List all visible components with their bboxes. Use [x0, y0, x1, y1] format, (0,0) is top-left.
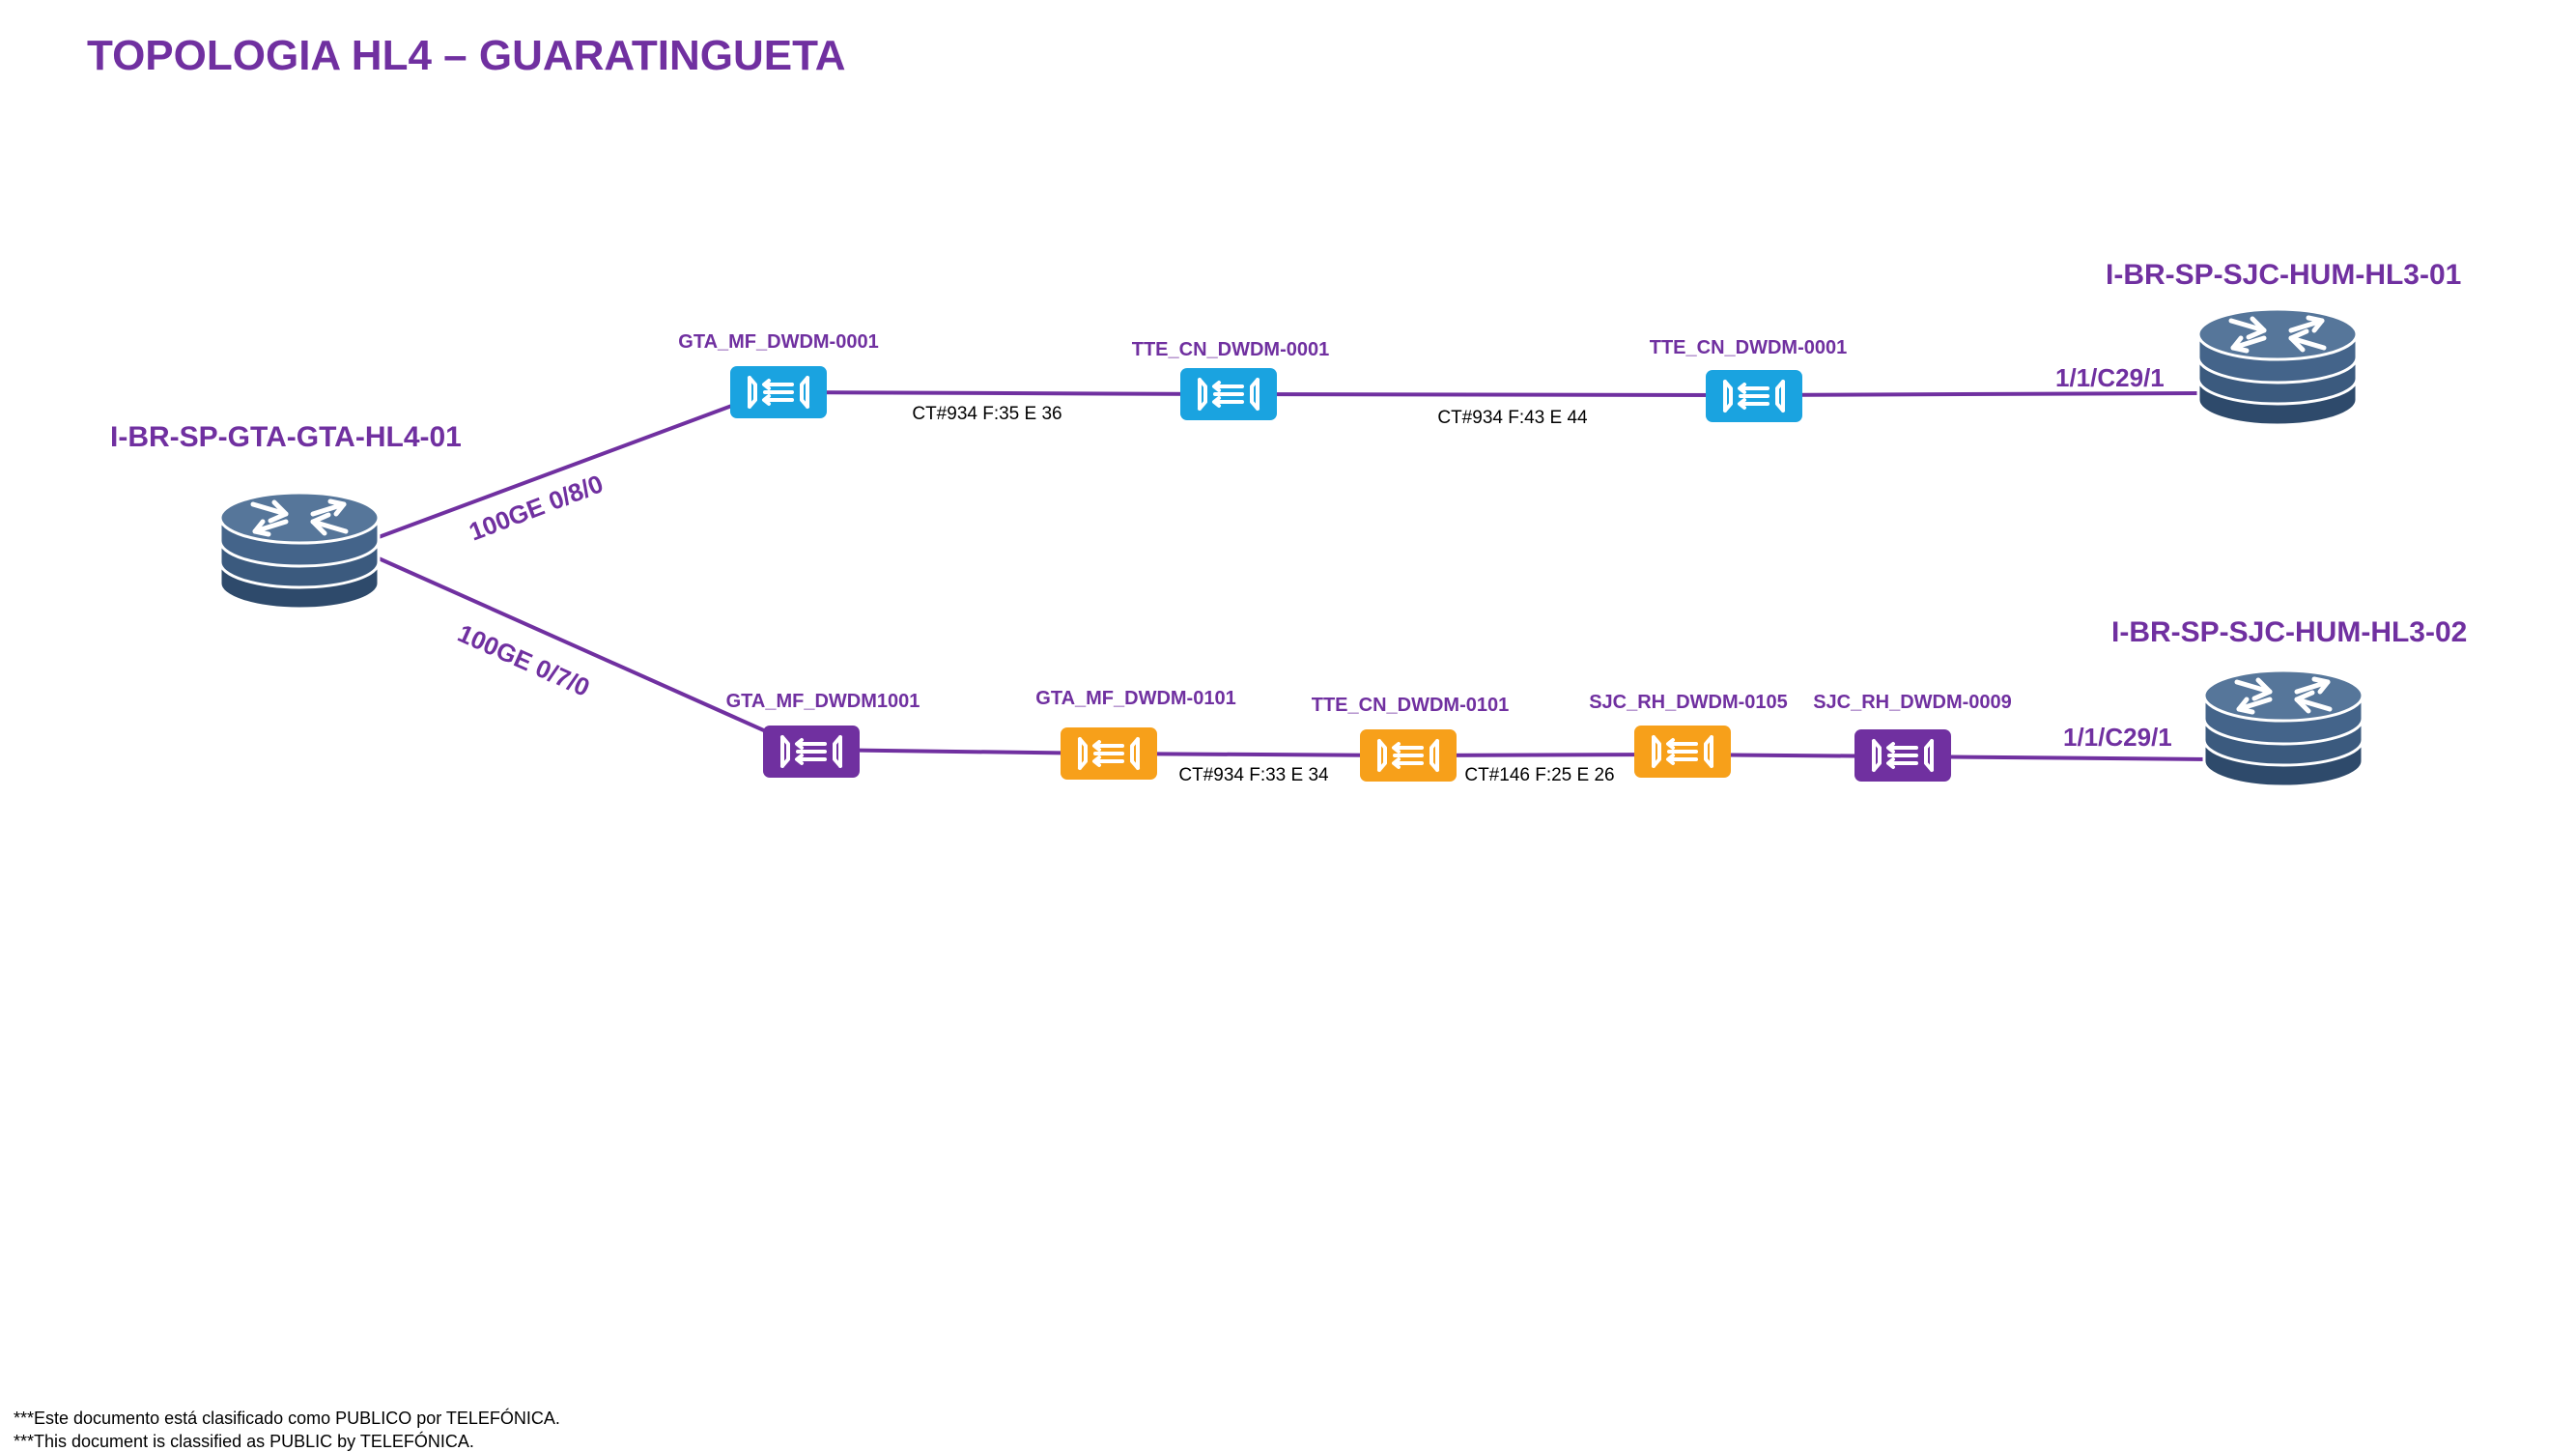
dwdm-node-top-1[interactable]: GTA_MF_DWDM-0001 — [678, 331, 879, 420]
dwdm-node-label: TTE_CN_DWDM-0001 — [1132, 339, 1329, 360]
dwdm-icon — [728, 364, 829, 420]
page-title: TOPOLOGIA HL4 – GUARATINGUETA — [87, 32, 846, 79]
router-icon — [2204, 670, 2363, 786]
port-label-top-right: 1/1/C29/1 — [2055, 363, 2165, 392]
link-label-top-1: CT#934 F:35 E 36 — [912, 404, 1062, 424]
dwdm-icon — [1853, 727, 1953, 783]
dwdm-icon — [1358, 727, 1458, 783]
router-icon — [2198, 309, 2357, 425]
dwdm-node-bottom-2[interactable]: GTA_MF_DWDM-0101 — [1035, 688, 1236, 782]
dwdm-node-label: GTA_MF_DWDM-0001 — [678, 331, 878, 353]
link-line-bottom-5 — [1902, 754, 2213, 761]
dwdm-icon — [1704, 368, 1804, 424]
dwdm-node-label: TTE_CN_DWDM-0101 — [1312, 695, 1509, 716]
footer-classification-es: ***Este documento está clasificado como … — [14, 1409, 560, 1428]
port-label-bottom-right: 1/1/C29/1 — [2063, 723, 2172, 752]
router-icon — [220, 493, 379, 609]
dwdm-icon — [1632, 724, 1733, 780]
link-label-bottom-2: CT#146 F:25 E 26 — [1464, 765, 1614, 785]
router-sjc-hl3-02-label: I-BR-SP-SJC-HUM-HL3-02 — [2111, 616, 2467, 648]
dwdm-node-label: TTE_CN_DWDM-0001 — [1650, 337, 1847, 358]
dwdm-icon — [1059, 726, 1159, 782]
router-gta-label: I-BR-SP-GTA-GTA-HL4-01 — [110, 421, 462, 453]
router-sjc-hl3-02[interactable]: I-BR-SP-SJC-HUM-HL3-02 — [2111, 616, 2467, 786]
dwdm-node-bottom-3[interactable]: TTE_CN_DWDM-0101 — [1312, 695, 1509, 783]
router-sjc-hl3-01[interactable]: I-BR-SP-SJC-HUM-HL3-01 — [2106, 259, 2461, 425]
dwdm-icon — [1178, 366, 1279, 422]
link-line-bottom-1 — [810, 748, 1107, 755]
link-label-bottom-1: CT#934 F:33 E 34 — [1178, 765, 1329, 785]
router-gta[interactable]: I-BR-SP-GTA-GTA-HL4-01 — [110, 421, 462, 609]
dwdm-node-bottom-5[interactable]: SJC_RH_DWDM-0009 — [1813, 692, 2012, 783]
link-line-top-3 — [1747, 391, 2203, 397]
router-sjc-hl3-01-label: I-BR-SP-SJC-HUM-HL3-01 — [2106, 259, 2461, 291]
dwdm-node-label: SJC_RH_DWDM-0009 — [1813, 692, 2012, 713]
footer-classification-en: ***This document is classified as PUBLIC… — [14, 1432, 474, 1451]
dwdm-node-bottom-1[interactable]: GTA_MF_DWDM1001 — [726, 691, 920, 780]
dwdm-node-label: SJC_RH_DWDM-0105 — [1589, 692, 1788, 713]
link-line-gta-bottom — [378, 556, 812, 754]
link-line-top-2 — [1226, 392, 1749, 397]
dwdm-node-bottom-4[interactable]: SJC_RH_DWDM-0105 — [1589, 692, 1788, 780]
link-line-top-1 — [778, 390, 1228, 396]
link-label-top-2: CT#934 F:43 E 44 — [1437, 408, 1588, 428]
dwdm-node-top-3[interactable]: TTE_CN_DWDM-0001 — [1650, 337, 1847, 424]
dwdm-node-label: GTA_MF_DWDM-0101 — [1035, 688, 1235, 709]
dwdm-node-top-2[interactable]: TTE_CN_DWDM-0001 — [1132, 339, 1329, 422]
link-line-gta-top — [378, 386, 779, 539]
links — [378, 386, 2213, 761]
port-label-100ge-0-7-0: 100GE 0/7/0 — [454, 618, 595, 702]
dwdm-icon — [761, 724, 862, 780]
dwdm-node-label: GTA_MF_DWDM1001 — [726, 691, 920, 712]
